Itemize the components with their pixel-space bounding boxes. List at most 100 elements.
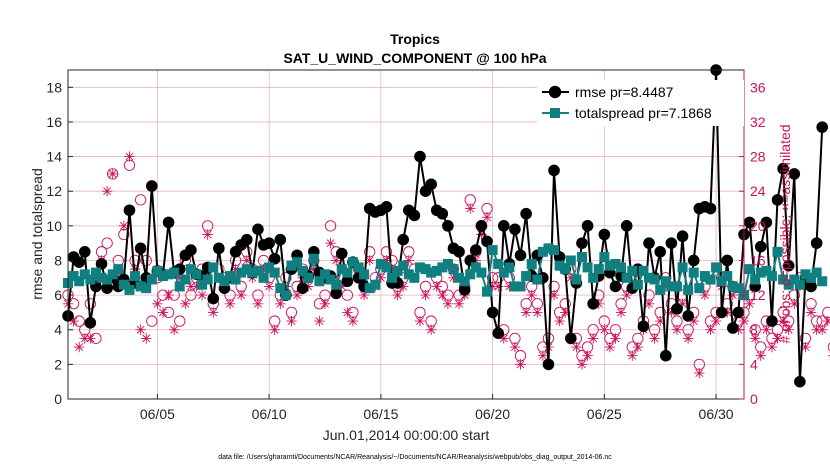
totalspread-point-61 <box>403 269 414 280</box>
assimilated-obs-marker-81 <box>515 359 526 370</box>
possible-obs-marker-7 <box>101 237 113 249</box>
x-tick-label-4: 06/25 <box>587 406 622 422</box>
totalspread-point-4 <box>85 274 96 285</box>
totalspread-point-10 <box>118 279 129 290</box>
assimilated-obs-marker-109 <box>671 324 683 335</box>
totalspread-point-11 <box>124 284 135 295</box>
legend-marker-totalspread <box>550 108 560 118</box>
totalspread-point-94 <box>588 272 599 283</box>
totalspread-point-107 <box>660 276 671 287</box>
assimilated-obs-marker-36 <box>263 281 275 292</box>
assimilated-obs-marker-134 <box>811 324 822 335</box>
y-axis-label-right: # of obs: o=possible; ×=assimilated <box>777 124 793 343</box>
totalspread-point-81 <box>515 281 526 292</box>
assimilated-obs-marker-74 <box>476 229 487 240</box>
possible-obs-marker-20 <box>174 315 186 327</box>
assimilated-obs-marker-119 <box>727 289 739 301</box>
assimilated-obs-marker-87 <box>548 289 560 301</box>
assimilated-obs-marker-61 <box>403 255 414 266</box>
totalspread-point-88 <box>554 260 565 271</box>
totalspread-point-1 <box>68 271 79 282</box>
assimilated-obs-marker-116 <box>710 315 722 327</box>
assimilated-obs-marker-136 <box>822 315 830 327</box>
totalspread-point-32 <box>241 264 252 275</box>
assimilated-obs-marker-106 <box>654 315 666 327</box>
totalspread-point-83 <box>526 258 537 269</box>
totalspread-point-73 <box>470 262 481 273</box>
assimilated-obs-marker-1 <box>68 315 79 327</box>
totalspread-point-132 <box>800 269 811 280</box>
x-axis: 06/05 06/10 06/15 06/20 06/25 06/30 <box>140 394 734 422</box>
possible-obs-marker-137 <box>827 342 830 352</box>
rmse-point-42 <box>296 282 309 294</box>
totalspread-point-5 <box>90 267 101 278</box>
totalspread-point-22 <box>185 264 196 275</box>
totalspread-point-77 <box>493 258 504 269</box>
assimilated-obs-marker-5 <box>90 272 102 283</box>
totalspread-point-86 <box>543 243 554 254</box>
assimilated-obs-marker-115 <box>705 324 716 335</box>
assimilated-obs-marker-128 <box>777 315 789 327</box>
rmse-point-81 <box>514 249 527 262</box>
assimilated-obs-marker-84 <box>532 307 543 318</box>
assimilated-obs-marker-44 <box>308 263 320 275</box>
possible-obs-marker-13 <box>134 194 147 206</box>
totalspread-point-37 <box>269 267 280 278</box>
left-tick-label-7: 14 <box>46 149 62 165</box>
rmse-point-67 <box>436 207 449 220</box>
rmse-point-4 <box>84 317 97 329</box>
assimilated-obs-marker-65 <box>425 324 437 335</box>
rmse-point-2 <box>73 256 85 269</box>
assimilated-obs-marker-24 <box>196 289 208 301</box>
totalspread-point-40 <box>286 260 297 271</box>
totalspread-point-90 <box>565 255 576 266</box>
totalspread-point-17 <box>157 271 168 282</box>
rmse-point-103 <box>637 320 650 333</box>
assimilated-obs-marker-50 <box>342 307 353 318</box>
totalspread-point-15 <box>146 274 157 285</box>
totalspread-point-64 <box>420 264 431 275</box>
assimilated-obs-marker-112 <box>688 315 699 327</box>
chart-title: Tropics <box>390 31 440 47</box>
totalspread-point-125 <box>761 265 772 276</box>
totalspread-point-68 <box>442 258 453 269</box>
totalspread-point-108 <box>666 281 677 292</box>
totalspread-point-26 <box>208 262 219 273</box>
totalspread-point-6 <box>96 272 107 283</box>
rmse-point-34 <box>252 223 264 236</box>
totalspread-point-100 <box>621 272 632 283</box>
totalspread-point-114 <box>699 271 710 282</box>
totalspread-point-82 <box>521 271 532 282</box>
assimilated-obs-marker-14 <box>141 333 152 344</box>
assimilated-obs-marker-12 <box>129 263 141 275</box>
assimilated-obs-marker-105 <box>649 333 660 344</box>
totalspread-point-25 <box>202 274 213 285</box>
assimilated-obs-marker-89 <box>560 307 571 318</box>
totalspread-point-20 <box>174 281 185 292</box>
assimilated-obs-marker-68 <box>442 298 454 309</box>
x-tick-label-3: 06/20 <box>475 406 510 422</box>
rmse-line <box>67 69 824 383</box>
totalspread-point-43 <box>303 272 314 283</box>
rmse-point-18 <box>162 216 175 229</box>
totalspread-point-118 <box>722 271 733 282</box>
totalspread-point-23 <box>191 269 202 280</box>
totalspread-point-78 <box>498 267 509 278</box>
assimilated-obs-marker-129 <box>783 324 794 335</box>
assimilated-obs-marker-104 <box>643 298 655 309</box>
assimilated-obs-marker-101 <box>627 350 638 361</box>
totalspread-point-111 <box>683 284 694 295</box>
totalspread-point-52 <box>353 262 364 273</box>
rmse-point-120 <box>732 306 745 319</box>
assimilated-obs-marker-30 <box>230 263 241 275</box>
assimilated-obs-marker-108 <box>666 307 677 318</box>
totalspread-point-66 <box>431 265 442 276</box>
assimilated-obs-marker-17 <box>157 307 169 318</box>
assimilated-obs-marker-72 <box>465 203 476 214</box>
rmse-point-127 <box>771 194 784 206</box>
rmse-point-90 <box>565 332 577 345</box>
rmse-point-133 <box>805 280 817 293</box>
rmse-point-60 <box>397 233 410 246</box>
rmse-point-26 <box>207 292 220 305</box>
assimilated-obs-marker-123 <box>749 333 761 344</box>
